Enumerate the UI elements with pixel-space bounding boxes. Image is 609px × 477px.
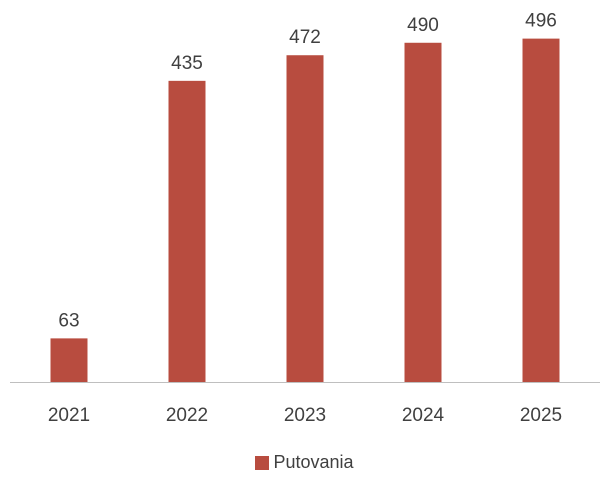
data-label-2021: 63 — [58, 310, 79, 331]
x-tick-2022: 2022 — [166, 405, 208, 426]
bar-2022 — [168, 80, 206, 382]
bar-2024 — [404, 42, 442, 383]
x-tick-2021: 2021 — [48, 405, 90, 426]
bar-labels-group: 63 435 472 490 496 — [58, 11, 556, 332]
x-tick-2023: 2023 — [284, 405, 326, 426]
bar-2025 — [522, 38, 560, 382]
bars-group — [50, 38, 560, 383]
x-tick-2024: 2024 — [402, 405, 445, 426]
bar-2023 — [286, 55, 324, 382]
x-tick-2025: 2025 — [520, 405, 562, 426]
legend-swatch — [255, 455, 270, 470]
tick-labels-group: 2021 2022 2023 2024 2025 — [48, 405, 562, 426]
legend-label-putovania: Putovania — [273, 452, 354, 472]
data-label-2023: 472 — [289, 27, 321, 48]
bar-2021 — [50, 338, 88, 382]
data-label-2025: 496 — [525, 11, 557, 32]
data-label-2024: 490 — [407, 15, 439, 36]
legend: Putovania — [0, 452, 609, 473]
data-label-2022: 435 — [171, 53, 203, 74]
